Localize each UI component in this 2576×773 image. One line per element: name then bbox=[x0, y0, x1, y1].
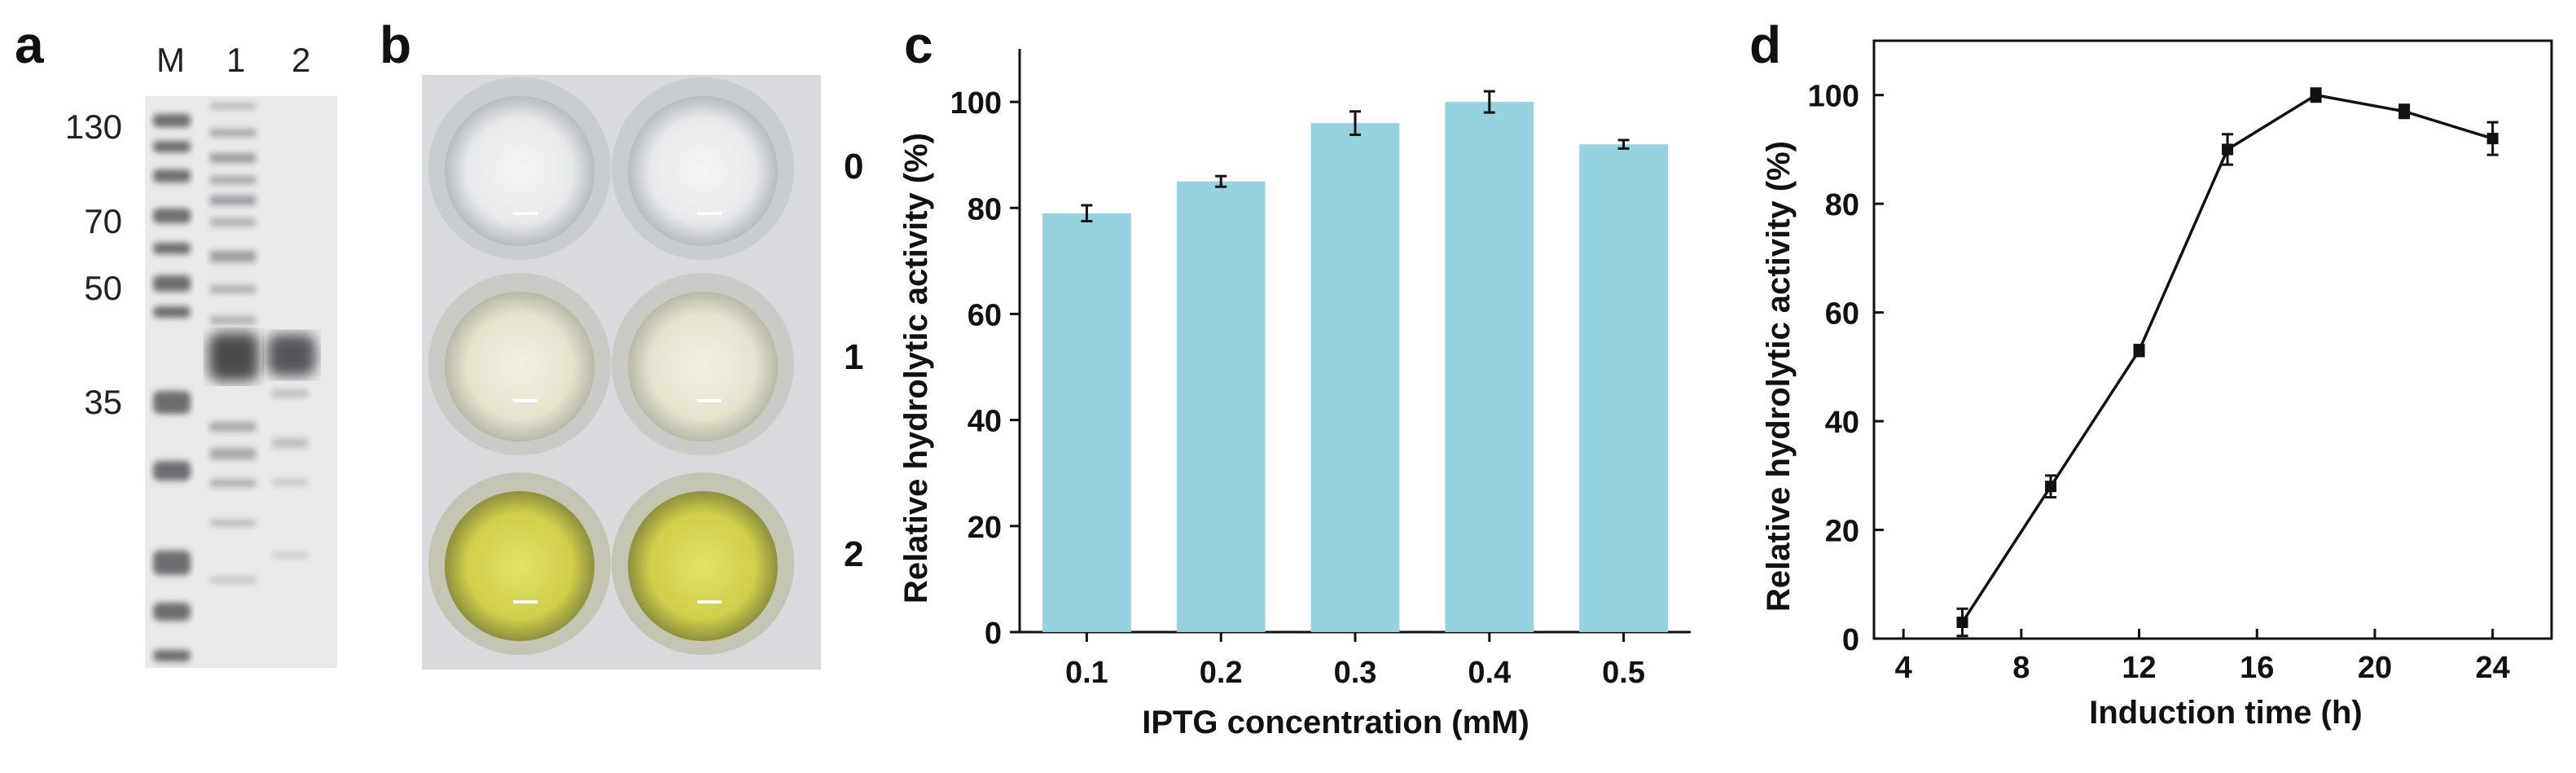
d-xtick-label: 20 bbox=[2358, 651, 2392, 685]
panel-letter-c: c bbox=[904, 15, 933, 74]
panel-letter-d: d bbox=[1749, 15, 1782, 74]
well-plate-drawing bbox=[422, 75, 821, 670]
d-xlabel: Induction time (h) bbox=[2089, 695, 2363, 731]
c-bar bbox=[1445, 102, 1534, 632]
well-row-2 bbox=[428, 472, 794, 655]
well-row-label-0: 0 bbox=[844, 147, 864, 187]
bar-chart-iptg: 0 20 40 60 80 100 0.1 0.2 0.3 0.4 0.5 Relative hyd… bbox=[898, 49, 1691, 740]
c-bar bbox=[1176, 181, 1266, 632]
c-xtick-label: 0.1 bbox=[1065, 656, 1108, 690]
d-xtick-label: 4 bbox=[1895, 651, 1912, 685]
c-ylabel: Relative hydrolytic activity (%) bbox=[898, 133, 934, 604]
c-ytick-label: 40 bbox=[968, 405, 1002, 439]
c-bar bbox=[1579, 144, 1668, 632]
d-ytick-label: 80 bbox=[1825, 188, 1859, 222]
c-bar bbox=[1310, 123, 1400, 633]
d-data-point bbox=[2133, 345, 2145, 357]
d-data-point bbox=[1956, 616, 1968, 628]
gel-marker-50: 50 bbox=[84, 269, 122, 307]
c-bar bbox=[1042, 213, 1131, 632]
well-row-label-1: 1 bbox=[844, 337, 864, 377]
d-data-point bbox=[2310, 89, 2322, 101]
d-ylabel: Relative hydrolytic activity (%) bbox=[1761, 141, 1797, 612]
gel-lane-label-m: M bbox=[156, 41, 185, 79]
gel-lane-label-1: 1 bbox=[226, 41, 246, 79]
d-data-point bbox=[2222, 143, 2234, 156]
c-ytick-label: 20 bbox=[968, 511, 1002, 545]
panel-letter-b: b bbox=[380, 15, 412, 74]
gel-lane-label-2: 2 bbox=[292, 41, 311, 79]
c-ytick-label: 80 bbox=[968, 192, 1002, 226]
d-xtick-label: 16 bbox=[2240, 651, 2274, 685]
gel-marker-70: 70 bbox=[84, 202, 122, 240]
d-ytick-label: 60 bbox=[1825, 297, 1859, 332]
d-ytick-label: 40 bbox=[1825, 406, 1859, 440]
c-ytick-label: 60 bbox=[968, 298, 1002, 332]
d-data-point bbox=[2398, 105, 2411, 117]
d-data-point bbox=[2045, 481, 2057, 493]
d-series-line bbox=[1961, 93, 2494, 623]
c-ytick-label: 100 bbox=[950, 86, 1002, 121]
d-ytick-label: 100 bbox=[1808, 80, 1859, 114]
well-row-0 bbox=[428, 77, 794, 260]
gel-marker-35: 35 bbox=[84, 383, 122, 421]
d-xtick-label: 8 bbox=[2012, 651, 2030, 685]
d-xtick-label: 12 bbox=[2122, 651, 2156, 685]
d-ytick-label: 20 bbox=[1825, 515, 1859, 549]
c-xlabel: IPTG concentration (mM) bbox=[1142, 705, 1529, 740]
sds-page-gel-image bbox=[145, 96, 337, 668]
c-ytick-label: 0 bbox=[985, 617, 1002, 651]
c-xtick-label: 0.4 bbox=[1468, 656, 1511, 690]
c-xtick-label: 0.2 bbox=[1200, 656, 1243, 690]
d-xtick-label: 24 bbox=[2476, 651, 2510, 685]
d-ytick-label: 0 bbox=[1842, 623, 1859, 657]
c-xtick-label: 0.3 bbox=[1334, 656, 1377, 690]
gel-bands bbox=[153, 103, 316, 661]
line-chart-induction: 0 20 40 60 80 100 4 8 12 16 20 24 Relative hydrolyt… bbox=[1761, 39, 2553, 731]
well-plate-photo bbox=[422, 75, 821, 670]
gel-marker-130: 130 bbox=[64, 108, 122, 146]
panel-letter-a: a bbox=[15, 15, 44, 74]
well-row-1 bbox=[428, 273, 794, 455]
d-plot-frame bbox=[1872, 39, 2553, 640]
c-xtick-label: 0.5 bbox=[1602, 656, 1645, 690]
well-row-label-2: 2 bbox=[844, 534, 864, 574]
d-data-point bbox=[2486, 133, 2499, 145]
